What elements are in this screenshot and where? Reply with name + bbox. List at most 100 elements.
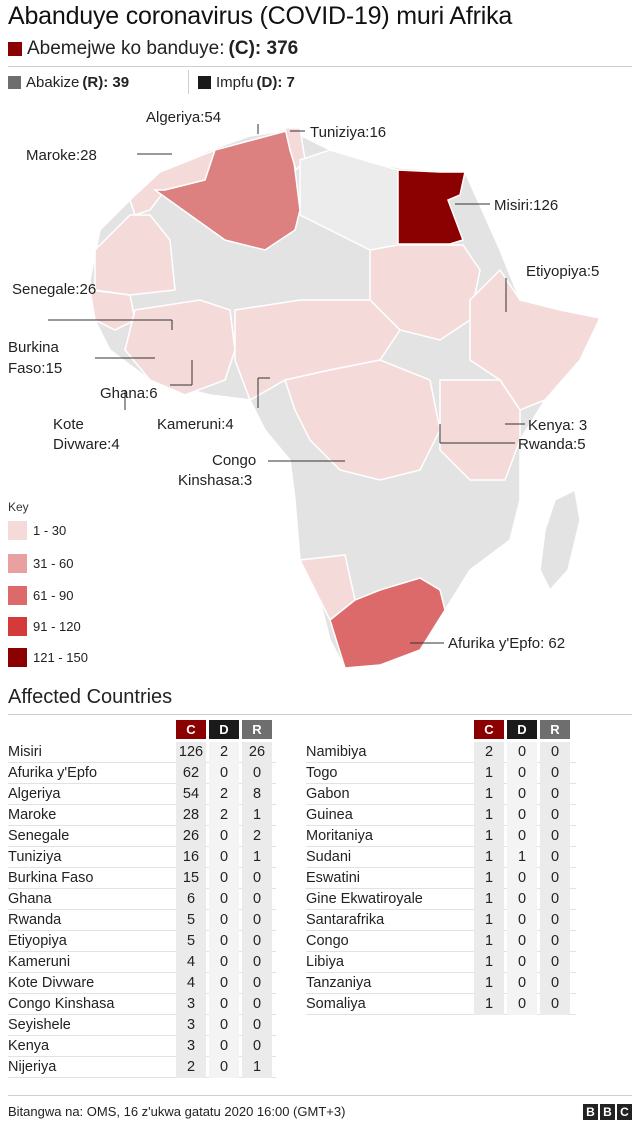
- country-name: Congo Kinshasa: [8, 996, 115, 1012]
- header-d: D: [209, 720, 239, 739]
- key-swatch: [8, 648, 27, 667]
- country-name: Guinea: [306, 807, 353, 823]
- cell-r: 0: [540, 762, 570, 784]
- cell-c: 1: [474, 846, 504, 868]
- key-item: 61 - 90: [8, 586, 73, 605]
- divider: [8, 66, 632, 67]
- cell-r: 0: [242, 762, 272, 784]
- cell-d: 0: [209, 888, 239, 910]
- cell-d: 0: [507, 909, 537, 931]
- header-r: R: [242, 720, 272, 739]
- cell-r: 2: [242, 825, 272, 847]
- cell-d: 0: [209, 867, 239, 889]
- table-row: Santarafrika 1 0 0: [306, 909, 576, 931]
- cell-c: 4: [176, 972, 206, 994]
- cell-r: 1: [242, 1056, 272, 1078]
- cell-c: 1: [474, 888, 504, 910]
- table-row: Togo 1 0 0: [306, 762, 576, 784]
- cell-d: 0: [507, 783, 537, 805]
- label-south-africa: Afurika y'Epfo: 62: [448, 635, 565, 652]
- label-ethiopia: Etiyopiya:5: [526, 263, 599, 280]
- country-name: Kameruni: [8, 954, 71, 970]
- key-label: 31 - 60: [33, 556, 74, 571]
- key-swatch: [8, 586, 27, 605]
- country-name: Namibiya: [306, 744, 367, 760]
- recovered-label: Abakize: [26, 74, 80, 91]
- cell-c: 1: [474, 930, 504, 952]
- cell-r: 0: [540, 888, 570, 910]
- divider: [8, 1095, 632, 1096]
- country-name: Maroke: [8, 807, 57, 823]
- page-title: Abanduye coronavirus (COVID-19) muri Afr…: [8, 2, 513, 30]
- key-item: 91 - 120: [8, 617, 81, 636]
- cell-r: 0: [242, 867, 272, 889]
- label-algeria: Algeriya:54: [146, 109, 221, 126]
- table-row: Gine Ekwatiroyale 1 0 0: [306, 888, 576, 910]
- cell-r: 0: [540, 825, 570, 847]
- key-label: 1 - 30: [33, 523, 67, 538]
- country-name: Tuniziya: [8, 849, 62, 865]
- cell-r: 0: [540, 993, 570, 1015]
- cell-d: 0: [209, 1014, 239, 1036]
- table-row: Congo Kinshasa 3 0 0: [8, 993, 276, 1015]
- affected-table-left: C D R Misiri 126 2 26 Afurika y'Epfo 62 0 0 Algeriy…: [8, 720, 276, 1080]
- key-label: 121 - 150: [33, 650, 88, 665]
- deaths-value: (D): 7: [256, 74, 295, 91]
- header-d: D: [507, 720, 537, 739]
- confirmed-cases-stat: Abemejwe ko banduye: (C): 376: [8, 38, 298, 60]
- table-row: Namibiya 2 0 0: [306, 741, 576, 763]
- key-label: 61 - 90: [33, 588, 74, 603]
- label-morocco: Maroke:28: [26, 147, 97, 164]
- table-row: Ghana 6 0 0: [8, 888, 276, 910]
- cell-r: 0: [540, 804, 570, 826]
- label-cameroon: Kameruni:4: [157, 416, 234, 433]
- key-title: Key: [8, 500, 29, 514]
- table-row: Algeriya 54 2 8: [8, 783, 276, 805]
- table-row: Afurika y'Epfo 62 0 0: [8, 762, 276, 784]
- cell-c: 62: [176, 762, 206, 784]
- cell-d: 0: [507, 804, 537, 826]
- west-africa-shape: [124, 299, 236, 396]
- cell-c: 1: [474, 909, 504, 931]
- label-tunisia: Tuniziya:16: [310, 124, 386, 141]
- cell-c: 1: [474, 762, 504, 784]
- east-africa-shape: [439, 379, 521, 481]
- cases-value: (C): 376: [228, 38, 299, 59]
- egypt-shape: [397, 169, 466, 245]
- cell-c: 1: [474, 993, 504, 1015]
- algeria-shape: [152, 129, 301, 251]
- table-row: Kenya 3 0 0: [8, 1035, 276, 1057]
- key-item: 1 - 30: [8, 521, 66, 540]
- cell-d: 0: [507, 972, 537, 994]
- label-rwanda: Rwanda:5: [518, 436, 586, 453]
- cell-d: 0: [507, 930, 537, 952]
- stat-separator: [188, 70, 189, 94]
- country-name: Somaliya: [306, 996, 366, 1012]
- cell-c: 6: [176, 888, 206, 910]
- country-name: Algeriya: [8, 786, 61, 802]
- cell-c: 3: [176, 1035, 206, 1057]
- cases-label: Abemejwe ko banduye:: [27, 38, 225, 59]
- label-burkina-2: Faso:15: [8, 360, 62, 377]
- cell-r: 0: [540, 867, 570, 889]
- cell-d: 0: [209, 993, 239, 1015]
- madagascar-shape: [539, 488, 581, 592]
- cell-r: 8: [242, 783, 272, 805]
- cases-swatch: [8, 42, 22, 56]
- cell-r: 26: [242, 741, 272, 763]
- header-r: R: [540, 720, 570, 739]
- divider: [8, 714, 632, 715]
- cell-d: 0: [507, 867, 537, 889]
- cell-c: 126: [176, 741, 206, 763]
- south-africa-shape: [329, 577, 446, 669]
- cell-c: 28: [176, 804, 206, 826]
- table-row: Gabon 1 0 0: [306, 783, 576, 805]
- affected-countries-title: Affected Countries: [8, 686, 173, 708]
- cell-c: 1: [474, 951, 504, 973]
- cell-d: 2: [209, 804, 239, 826]
- ethiopia-shape: [469, 268, 602, 411]
- cell-r: 0: [242, 993, 272, 1015]
- cell-c: 2: [474, 741, 504, 763]
- logo-block: B: [583, 1104, 598, 1120]
- cell-d: 0: [209, 762, 239, 784]
